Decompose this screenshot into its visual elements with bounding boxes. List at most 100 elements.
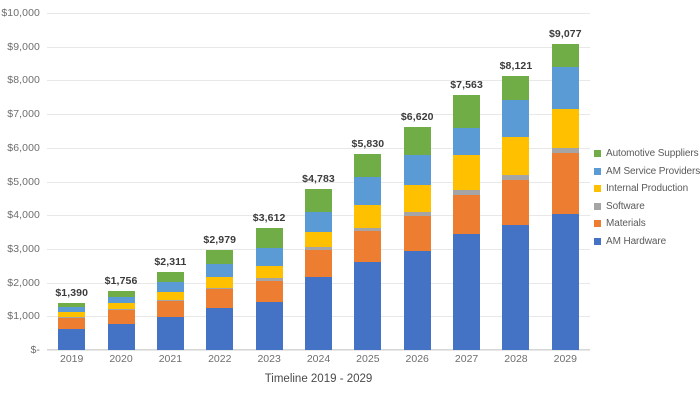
- bar-segment[interactable]: [354, 204, 382, 228]
- bar-segment[interactable]: [354, 153, 382, 177]
- bar-segment[interactable]: [255, 265, 283, 279]
- bar-total-label: $2,979: [203, 233, 237, 246]
- bar-segment[interactable]: [255, 247, 283, 266]
- legend-item[interactable]: AM Hardware: [594, 233, 700, 251]
- bar-segment[interactable]: [502, 76, 530, 101]
- bar-segment[interactable]: [156, 301, 184, 317]
- legend-item[interactable]: AM Service Providers: [594, 163, 700, 181]
- y-axis-tick-label: $2,000: [7, 276, 40, 289]
- bar-segment[interactable]: [206, 287, 234, 290]
- bar-segment[interactable]: [255, 228, 283, 248]
- bar-segment[interactable]: [206, 277, 234, 288]
- bar-segment[interactable]: [206, 308, 234, 350]
- bar-segment[interactable]: [58, 329, 86, 350]
- bar-segment[interactable]: [255, 278, 283, 281]
- bar-segment[interactable]: [453, 190, 481, 195]
- bar-total-label: $8,121: [499, 60, 533, 73]
- legend-swatch-icon: [594, 185, 601, 193]
- legend-swatch-icon: [594, 220, 601, 228]
- bar-segment[interactable]: [107, 323, 135, 350]
- bar-segment[interactable]: [403, 126, 431, 156]
- x-axis-tick-label: 2020: [109, 353, 133, 365]
- bar-segment[interactable]: [403, 155, 431, 185]
- bar-stack[interactable]: [206, 249, 234, 350]
- bar-segment[interactable]: [551, 153, 579, 215]
- y-axis-tick-label: $-: [30, 344, 40, 356]
- bar-segment[interactable]: [551, 44, 579, 68]
- bar-stack[interactable]: [107, 290, 135, 350]
- x-axis-tick-label: 2019: [59, 353, 84, 365]
- bar-segment[interactable]: [255, 302, 283, 350]
- bar-segment[interactable]: [206, 289, 234, 309]
- bar-segment[interactable]: [107, 310, 135, 324]
- bar-segment[interactable]: [156, 272, 184, 283]
- bar-total-label: $2,311: [154, 256, 187, 269]
- legend-item-label: Materials: [606, 218, 646, 230]
- bar-segment[interactable]: [502, 100, 530, 137]
- bar-segment[interactable]: [354, 176, 382, 205]
- bar-segment[interactable]: [551, 214, 579, 350]
- legend-item[interactable]: Software: [594, 198, 700, 216]
- bar-segment[interactable]: [107, 290, 135, 297]
- bar-stack[interactable]: [58, 303, 86, 350]
- bar-segment[interactable]: [156, 299, 184, 302]
- legend-item[interactable]: Automotive Suppliers: [594, 145, 700, 163]
- bar-segment[interactable]: [58, 303, 86, 307]
- bar-segment[interactable]: [305, 211, 332, 232]
- bar-segment[interactable]: [453, 128, 481, 155]
- bar-stack[interactable]: [156, 272, 184, 350]
- bar-total-label: $9,077: [548, 28, 582, 41]
- bar-segment[interactable]: [354, 231, 382, 263]
- bar-segment[interactable]: [403, 211, 431, 216]
- bar-segment[interactable]: [502, 225, 530, 350]
- bar-stack[interactable]: [453, 95, 481, 350]
- bar-segment[interactable]: [58, 318, 86, 330]
- bar-segment[interactable]: [305, 276, 332, 350]
- bar-segment[interactable]: [403, 215, 431, 251]
- bar-segment[interactable]: [156, 291, 184, 300]
- bar-stack[interactable]: [255, 228, 283, 350]
- bar-segment[interactable]: [502, 136, 530, 175]
- bar-stack[interactable]: [403, 126, 431, 350]
- bar-total-label: $6,620: [400, 110, 434, 123]
- x-axis-tick-label: 2027: [454, 353, 479, 365]
- bar-segment[interactable]: [551, 148, 579, 154]
- bar-segment[interactable]: [403, 184, 431, 212]
- bar-segment[interactable]: [107, 309, 135, 311]
- bar-segment[interactable]: [305, 246, 332, 250]
- bar-segment[interactable]: [502, 174, 530, 180]
- bar-segment[interactable]: [354, 262, 382, 350]
- legend-item[interactable]: Internal Production: [594, 180, 700, 198]
- y-axis-tick-label: $8,000: [7, 74, 40, 87]
- bar-segment[interactable]: [453, 154, 481, 191]
- bar-segment[interactable]: [453, 233, 481, 350]
- bar-segment[interactable]: [305, 231, 332, 247]
- bar-segment[interactable]: [551, 67, 579, 110]
- bar-stack[interactable]: [502, 76, 530, 350]
- bar-segment[interactable]: [403, 250, 431, 350]
- bar-segment[interactable]: [58, 311, 86, 317]
- bar-stack[interactable]: [305, 188, 332, 350]
- legend-item-label: AM Hardware: [606, 235, 667, 247]
- bar-stack[interactable]: [551, 44, 579, 350]
- bar-segment[interactable]: [156, 316, 184, 350]
- bar-segment[interactable]: [453, 95, 481, 129]
- bar-segment[interactable]: [206, 249, 234, 264]
- legend-item[interactable]: Materials: [594, 215, 700, 233]
- bar-segment[interactable]: [305, 188, 332, 212]
- bar-segment[interactable]: [58, 306, 86, 312]
- bar-stack[interactable]: [354, 153, 382, 350]
- bar-segment[interactable]: [354, 227, 382, 232]
- bar-segment[interactable]: [58, 317, 86, 318]
- bar-segment[interactable]: [502, 179, 530, 226]
- bar-segment[interactable]: [206, 263, 234, 278]
- bar-segment[interactable]: [255, 280, 283, 303]
- bar-total-label: $5,830: [351, 137, 385, 150]
- bar-segment[interactable]: [156, 282, 184, 292]
- bar-segment[interactable]: [551, 109, 579, 148]
- bar-segment[interactable]: [107, 302, 135, 310]
- bar-segment[interactable]: [107, 296, 135, 303]
- bar-segment[interactable]: [453, 195, 481, 234]
- bar-segment[interactable]: [305, 249, 332, 277]
- gridline: [47, 350, 590, 351]
